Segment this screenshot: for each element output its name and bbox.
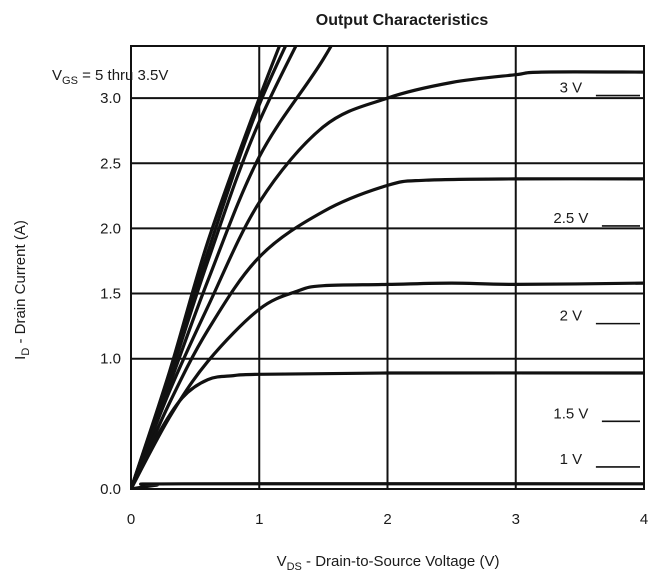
curve-vgs-3-5v — [131, 46, 333, 489]
x-tick-label: 3 — [512, 511, 520, 528]
x-tick-label: 4 — [640, 511, 648, 528]
x-axis-label-rest: - Drain-to-Source Voltage (V) — [302, 553, 500, 570]
curve-label-background — [545, 404, 596, 423]
curve-label: 2 V — [560, 308, 583, 325]
y-tick-label: 2.5 — [100, 155, 121, 172]
curves — [131, 46, 644, 489]
curve-label: 1 V — [560, 451, 583, 468]
grid-lines — [131, 46, 644, 489]
vgs-annotation-main: V — [52, 67, 62, 84]
x-axis-label-sub: DS — [287, 561, 302, 573]
curve-vgs-2v — [131, 281, 644, 489]
x-axis-label-main: V — [277, 553, 287, 570]
curve-label: 3 V — [560, 80, 583, 97]
x-axis-label: VDS - Drain-to-Source Voltage (V) — [277, 553, 500, 573]
x-tick-label: 0 — [127, 511, 135, 528]
curve-label-background — [551, 449, 590, 468]
y-tick-label: 1.5 — [100, 286, 121, 303]
y-tick-label: 3.0 — [100, 90, 121, 107]
x-tick-label: 2 — [383, 511, 391, 528]
y-axis-label-main: I — [12, 356, 29, 360]
y-tick-labels: 0.0 1.0 1.5 2.0 2.5 3.0 — [100, 90, 121, 498]
x-tick-label: 1 — [255, 511, 263, 528]
y-tick-label: 0.0 — [100, 481, 121, 498]
plot-frame — [130, 45, 645, 490]
curve-vgs-2-5v — [131, 177, 644, 489]
y-axis-label: ID - Drain Current (A) — [12, 220, 32, 360]
y-axis-label-sub: D — [20, 348, 32, 356]
curve-vgs-1-5v — [131, 371, 644, 489]
y-tick-label: 2.0 — [100, 220, 121, 237]
y-axis-label-rest: - Drain Current (A) — [12, 220, 29, 348]
vgs-annotation-sub: GS — [62, 75, 78, 87]
curve-labels: 3 V 2.5 V 2 V 1.5 V 1 V — [545, 78, 596, 468]
curve-label-leaders — [595, 94, 640, 468]
vgs-annotation-rest: = 5 thru 3.5V — [78, 67, 168, 84]
curve-label-background — [545, 208, 596, 227]
vgs-annotation: VGS = 5 thru 3.5V — [52, 67, 168, 87]
curve-label-background — [551, 306, 590, 325]
curve-vgs-1v — [131, 482, 644, 489]
curve-label: 1.5 V — [553, 405, 588, 422]
curve-vgs-3v — [131, 70, 644, 489]
chart-title: Output Characteristics — [316, 12, 489, 29]
x-tick-labels: 0 1 2 3 4 — [127, 511, 648, 528]
curve-label-background — [551, 78, 590, 97]
y-tick-label: 1.0 — [100, 351, 121, 368]
curve-label: 2.5 V — [553, 210, 588, 227]
